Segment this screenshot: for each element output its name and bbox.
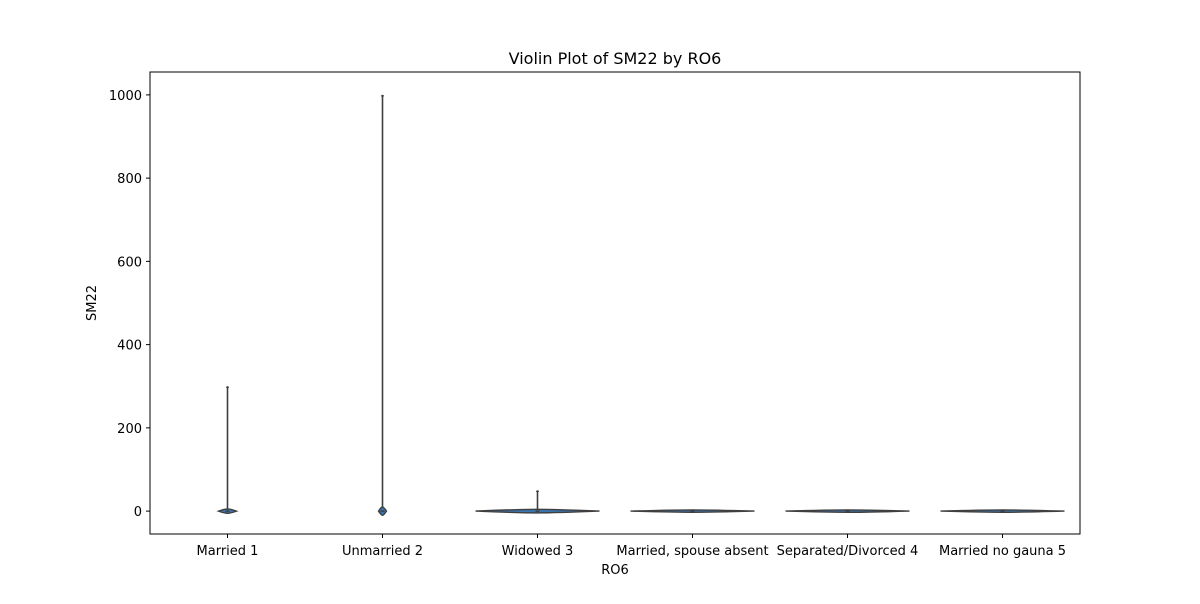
y-tick-label: 0 — [134, 505, 142, 520]
plot-frame — [149, 71, 1081, 535]
y-tick-label: 600 — [117, 255, 142, 270]
chart-title: Violin Plot of SM22 by RO6 — [509, 49, 722, 68]
x-tick-label: Married no gauna 5 — [939, 544, 1066, 559]
violin-1 — [377, 94, 388, 517]
y-axis-title: SM22 — [85, 285, 100, 321]
violin-group — [216, 94, 1065, 517]
x-tick-label: Widowed 3 — [502, 544, 574, 559]
y-tick-label: 1000 — [109, 89, 142, 104]
x-tick-label: Separated/Divorced 4 — [777, 544, 919, 559]
y-tick-label: 200 — [117, 422, 142, 437]
violin-5 — [940, 509, 1065, 514]
x-axis-title: RO6 — [601, 563, 629, 578]
x-tick-label: Married, spouse absent — [616, 544, 768, 559]
violin-3 — [630, 509, 755, 514]
violin-2 — [475, 490, 600, 514]
x-tick-label: Unmarried 2 — [342, 544, 423, 559]
violin-0 — [216, 386, 239, 515]
x-axis: Married 1 Unmarried 2 Widowed 3 Married, sp… — [197, 534, 1066, 559]
y-tick-label: 800 — [117, 172, 142, 187]
violin-4 — [785, 509, 910, 514]
x-tick-label: Married 1 — [197, 544, 259, 559]
y-tick-label: 400 — [117, 339, 142, 354]
y-axis: 0 200 400 600 800 1000 — [109, 89, 150, 520]
